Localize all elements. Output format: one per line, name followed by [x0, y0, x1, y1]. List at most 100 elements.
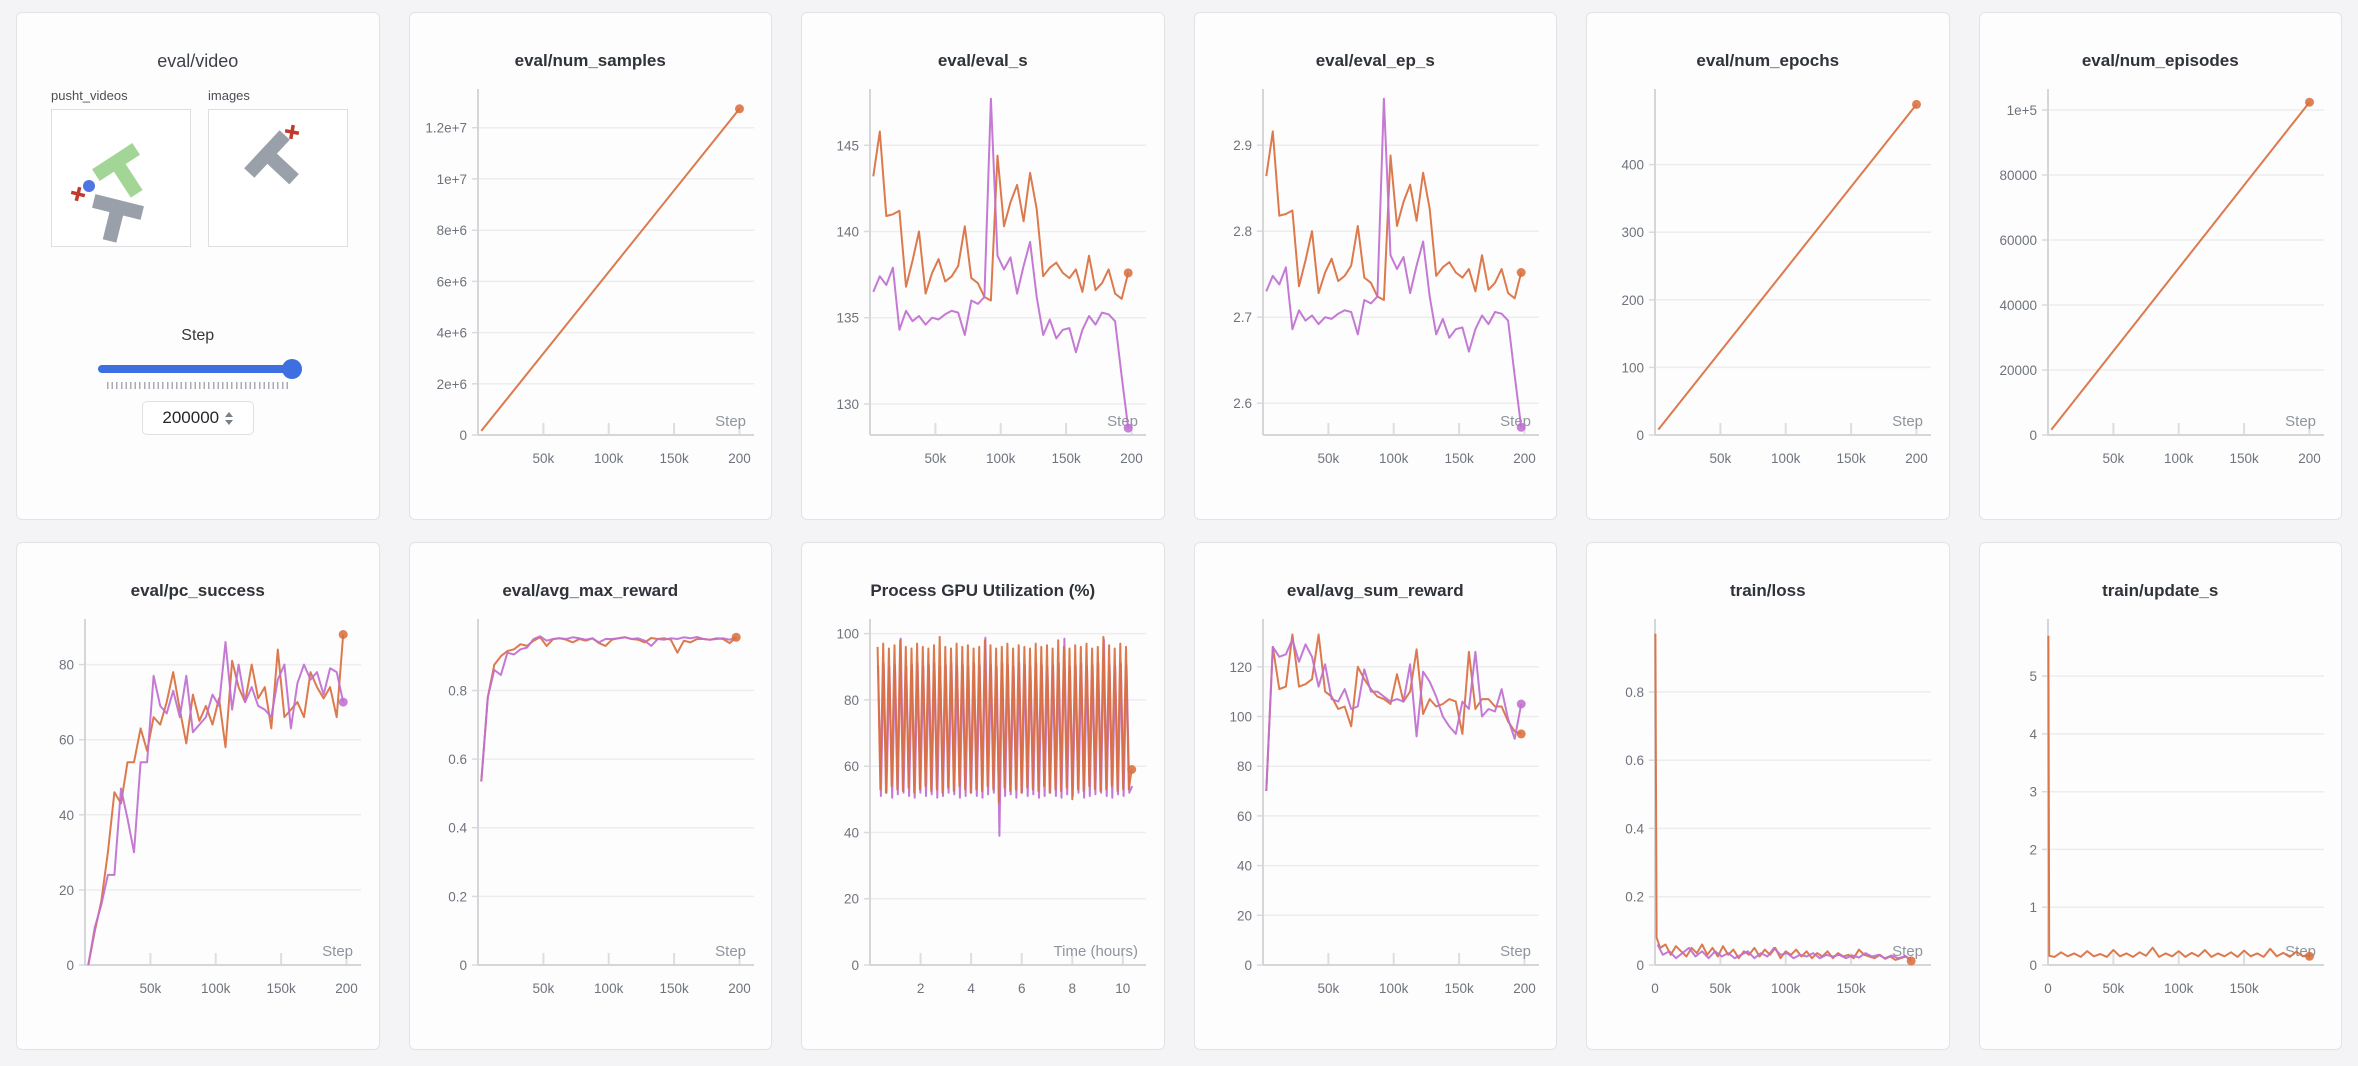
svg-text:200: 200	[1513, 981, 1536, 996]
svg-text:50k: 50k	[1317, 451, 1339, 466]
svg-text:200: 200	[1621, 293, 1644, 308]
chart-title: eval/eval_s	[937, 51, 1028, 70]
panel-train-update-s[interactable]: train/update_s 0 1 2 3 4 5 0 50k 100k 150k Step	[1978, 542, 2342, 1050]
line-chart: 0 20000 40000 60000 80000 1e+5 50k 100k 150k 200 S…	[1990, 83, 2332, 488]
svg-text:100k: 100k	[1771, 451, 1801, 466]
panel-gpu-utilization[interactable]: Process GPU Utilization (%) 0 20 40 60 80 100…	[801, 542, 1165, 1050]
line-chart: 0 100 200 300 400 50k 100k 150k 200 Step	[1597, 83, 1939, 488]
goal-cross	[284, 124, 300, 140]
step-value: 200000	[162, 408, 220, 427]
gray-tee-shape	[244, 130, 299, 185]
svg-text:2.9: 2.9	[1233, 138, 1252, 153]
line-chart: 130 135 140 145 50k 100k 150k 200 Step	[812, 83, 1154, 488]
svg-text:50k: 50k	[1317, 981, 1339, 996]
svg-text:8: 8	[1069, 981, 1077, 996]
line-chart: 0 20 40 60 80 100 120 50k 100k 150k 200 Step	[1205, 613, 1547, 1018]
svg-text:2.6: 2.6	[1233, 396, 1252, 411]
svg-text:1.2e+7: 1.2e+7	[425, 121, 467, 136]
svg-text:0.2: 0.2	[1625, 890, 1644, 905]
agent-dot	[83, 180, 95, 192]
svg-text:1e+5: 1e+5	[2006, 103, 2036, 118]
svg-text:100k: 100k	[2164, 981, 2194, 996]
stepper-arrows[interactable]	[225, 411, 234, 425]
svg-text:400: 400	[1621, 158, 1644, 173]
svg-text:Step: Step	[1892, 943, 1923, 960]
svg-text:50k: 50k	[1710, 981, 1732, 996]
media-key-labels: pusht_videos images	[51, 88, 369, 103]
svg-text:100k: 100k	[2164, 451, 2194, 466]
svg-text:150k: 150k	[659, 981, 689, 996]
svg-text:150k: 150k	[266, 981, 296, 996]
chart-title: eval/avg_max_reward	[502, 581, 679, 600]
svg-text:Step: Step	[715, 943, 746, 960]
images-thumbnail[interactable]	[208, 109, 348, 247]
step-value-input[interactable]: 200000	[141, 401, 254, 435]
svg-text:10: 10	[1115, 981, 1130, 996]
svg-text:200: 200	[2298, 451, 2321, 466]
chart-title: eval/num_epochs	[1696, 51, 1840, 70]
svg-text:Step: Step	[1500, 413, 1531, 430]
line-chart: 0 0.2 0.4 0.6 0.8 0 50k 100k 150k Step	[1597, 613, 1939, 1018]
line-chart: 0 20 40 60 80 50k 100k 150k 200 Step	[27, 613, 369, 1018]
chart-title: eval/avg_sum_reward	[1286, 581, 1464, 600]
svg-text:2: 2	[2029, 842, 2037, 857]
chart-title: Process GPU Utilization (%)	[870, 581, 1096, 600]
svg-text:100k: 100k	[1379, 451, 1409, 466]
svg-text:40: 40	[59, 808, 74, 823]
line-chart: 2.6 2.7 2.8 2.9 50k 100k 150k 200 Step	[1205, 83, 1547, 488]
svg-text:0.8: 0.8	[448, 684, 467, 699]
svg-text:150k: 150k	[1444, 981, 1474, 996]
panel-train-loss[interactable]: train/loss 0 0.2 0.4 0.6 0.8 0 50k 100k 150k Step	[1586, 542, 1950, 1050]
svg-text:1e+7: 1e+7	[436, 172, 466, 187]
svg-text:0.6: 0.6	[1625, 753, 1644, 768]
svg-text:2.7: 2.7	[1233, 310, 1252, 325]
svg-text:0: 0	[1636, 428, 1644, 443]
svg-text:80000: 80000	[1999, 168, 2037, 183]
svg-text:100k: 100k	[1771, 981, 1801, 996]
panel-eval-eval-ep-s[interactable]: eval/eval_ep_s 2.6 2.7 2.8 2.9 50k 100k 150k 20…	[1193, 12, 1557, 520]
svg-text:Step: Step	[322, 943, 353, 960]
svg-text:50k: 50k	[532, 981, 554, 996]
media-key-pusht-videos: pusht_videos	[51, 88, 128, 103]
slider-handle[interactable]	[281, 359, 302, 379]
step-up-icon[interactable]	[225, 411, 234, 417]
svg-text:0: 0	[2044, 981, 2052, 996]
step-down-icon[interactable]	[225, 419, 234, 425]
panel-eval-eval-s[interactable]: eval/eval_s 130 135 140 145 50k 100k 150k 200 St…	[801, 12, 1165, 520]
svg-text:150k: 150k	[1836, 451, 1866, 466]
svg-text:2.8: 2.8	[1233, 224, 1252, 239]
panel-eval-avg-max-reward[interactable]: eval/avg_max_reward 0 0.2 0.4 0.6 0.8 50k 100k…	[408, 542, 772, 1050]
svg-text:150k: 150k	[659, 451, 689, 466]
svg-text:150k: 150k	[2229, 981, 2259, 996]
pusht-video-thumbnail[interactable]	[51, 109, 191, 247]
panel-eval-num-samples[interactable]: eval/num_samples 0 2e+6 4e+6 6e+6 8e+6 1e+7 1.…	[408, 12, 772, 520]
svg-text:100k: 100k	[201, 981, 231, 996]
svg-text:140: 140	[836, 225, 859, 240]
panel-eval-num-episodes[interactable]: eval/num_episodes 0 20000 40000 60000 80000 1…	[1978, 12, 2342, 520]
svg-text:Step: Step	[1500, 943, 1531, 960]
svg-text:50k: 50k	[1710, 451, 1732, 466]
svg-text:4: 4	[2029, 727, 2037, 742]
line-chart: 0 1 2 3 4 5 0 50k 100k 150k Step	[1990, 613, 2332, 1018]
svg-text:0: 0	[459, 428, 467, 443]
svg-text:20: 20	[59, 883, 74, 898]
svg-text:80: 80	[59, 658, 74, 673]
svg-text:3: 3	[2029, 785, 2037, 800]
panel-eval-avg-sum-reward[interactable]: eval/avg_sum_reward 0 20 40 60 80 100 120 50k 10…	[1193, 542, 1557, 1050]
svg-text:200: 200	[335, 981, 358, 996]
green-tee-shape	[92, 143, 143, 198]
panel-eval-num-epochs[interactable]: eval/num_epochs 0 100 200 300 400 50k 100k 150k…	[1586, 12, 1950, 520]
panel-eval-pc-success[interactable]: eval/pc_success 0 20 40 60 80 50k 100k 150k 200 S…	[16, 542, 380, 1050]
slider-track[interactable]	[97, 365, 298, 373]
chart-title: eval/num_episodes	[2081, 51, 2239, 70]
svg-text:0.6: 0.6	[448, 752, 467, 767]
svg-text:50k: 50k	[2102, 981, 2124, 996]
media-thumbnails	[51, 109, 369, 247]
chart-title: train/update_s	[2102, 581, 2219, 600]
svg-text:0: 0	[2029, 958, 2037, 973]
svg-text:200: 200	[728, 981, 751, 996]
svg-text:40: 40	[844, 826, 859, 841]
svg-text:20: 20	[844, 892, 859, 907]
step-slider[interactable]	[97, 359, 302, 379]
svg-text:300: 300	[1621, 225, 1644, 240]
